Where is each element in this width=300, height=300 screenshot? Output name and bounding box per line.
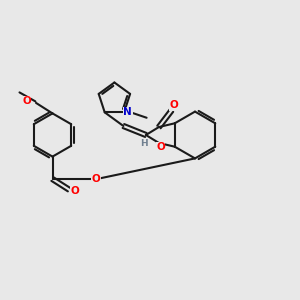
Text: O: O: [22, 96, 31, 106]
Text: N: N: [123, 107, 132, 117]
Text: O: O: [70, 186, 79, 196]
Text: O: O: [169, 100, 178, 110]
Text: O: O: [92, 174, 100, 184]
Text: H: H: [141, 139, 148, 148]
Text: O: O: [156, 142, 165, 152]
